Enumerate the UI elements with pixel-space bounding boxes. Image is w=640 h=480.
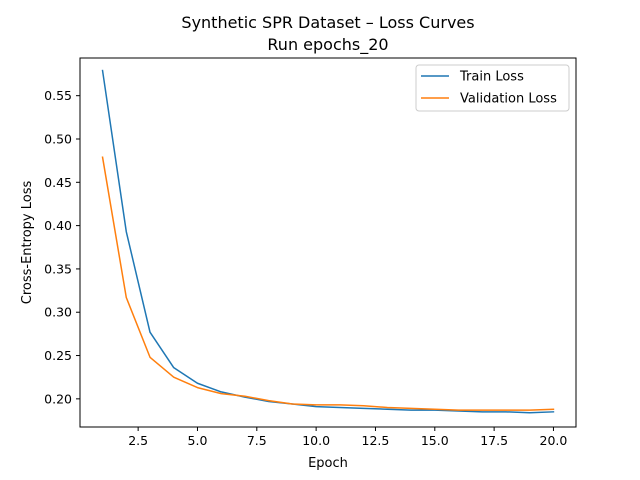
series-line-train-loss xyxy=(101,69,555,414)
chart-subtitle: Run epochs_20 xyxy=(267,35,388,55)
chart-title: Synthetic SPR Dataset – Loss Curves xyxy=(181,13,474,32)
x-tick-label: 7.5 xyxy=(247,433,267,448)
x-tick-label: 5.0 xyxy=(188,433,208,448)
legend: Train Loss Validation Loss xyxy=(415,64,570,112)
y-axis-label: Cross-Entropy Loss xyxy=(20,181,35,305)
x-tick-label: 2.5 xyxy=(128,433,148,448)
y-axis: 0.20 0.25 0.30 0.35 0.40 0.45 0.50 0.55 xyxy=(44,88,80,406)
x-tick-label: 15.0 xyxy=(421,433,449,448)
y-tick-label: 0.25 xyxy=(44,348,72,363)
legend-label-validation-loss: Validation Loss xyxy=(460,92,557,107)
x-tick-label: 10.0 xyxy=(302,433,330,448)
y-tick-label: 0.55 xyxy=(44,88,72,103)
y-tick-label: 0.50 xyxy=(44,131,72,146)
x-tick-label: 20.0 xyxy=(540,433,568,448)
legend-label-train-loss: Train Loss xyxy=(459,70,524,85)
y-tick-label: 0.35 xyxy=(44,261,72,276)
x-axis: 2.5 5.0 7.5 10.0 12.5 15.0 17.5 20.0 xyxy=(128,427,567,448)
series-line-validation-loss xyxy=(101,156,555,411)
legend-box xyxy=(415,64,570,112)
x-tick-label: 12.5 xyxy=(362,433,390,448)
y-tick-label: 0.45 xyxy=(44,175,72,190)
x-axis-label: Epoch xyxy=(308,456,348,471)
plot-frame xyxy=(79,57,577,428)
x-tick-label: 17.5 xyxy=(480,433,508,448)
y-tick-label: 0.20 xyxy=(44,391,72,406)
y-tick-label: 0.40 xyxy=(44,218,72,233)
y-tick-label: 0.30 xyxy=(44,305,72,320)
series-layer xyxy=(101,69,555,414)
